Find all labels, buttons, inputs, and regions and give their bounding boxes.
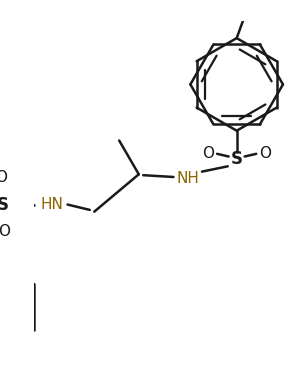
Text: O: O xyxy=(0,170,7,185)
Text: S: S xyxy=(0,196,9,213)
Text: O: O xyxy=(0,224,10,239)
Text: O: O xyxy=(202,146,214,161)
Text: O: O xyxy=(259,146,271,161)
Text: HN: HN xyxy=(40,197,63,212)
Text: S: S xyxy=(231,150,243,168)
Text: NH: NH xyxy=(176,171,199,186)
